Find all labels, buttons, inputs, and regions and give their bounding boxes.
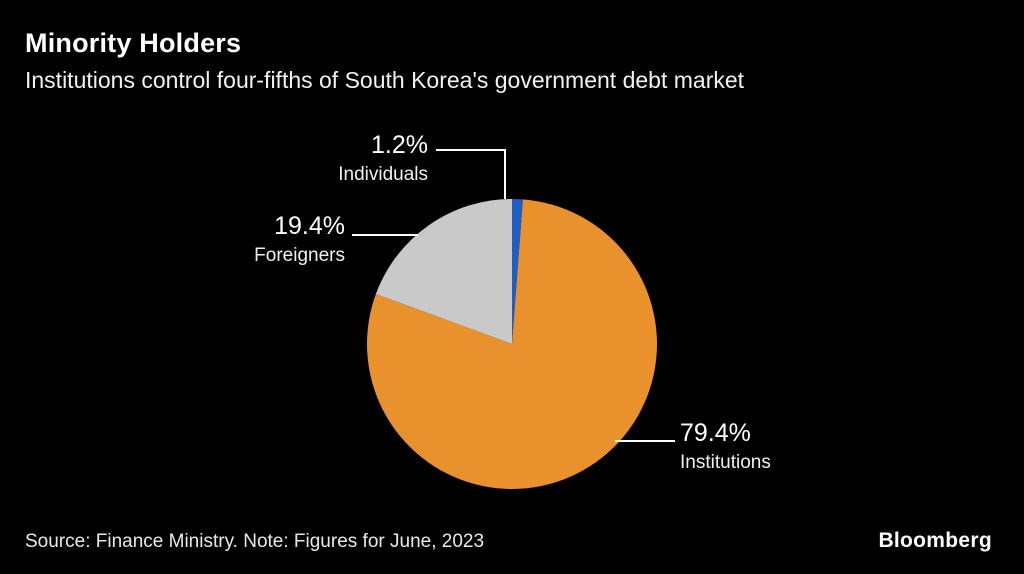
- slice-value-institutions: 79.4%: [680, 419, 751, 447]
- bloomberg-logo: Bloomberg: [878, 529, 992, 552]
- leader-line-individuals-horizontal: [436, 149, 506, 151]
- slice-label-foreigners: Foreigners: [254, 244, 345, 266]
- pie-slice-institutions: [366, 199, 657, 489]
- slice-label-institutions: Institutions: [680, 451, 771, 473]
- chart-header: Minority Holders Institutions control fo…: [25, 28, 744, 94]
- pie-slice-foreigners: [375, 199, 512, 344]
- chart-title: Minority Holders: [25, 28, 242, 58]
- pie-slice-individuals: [512, 198, 523, 344]
- annotation-individuals: 1.2% Individuals: [338, 131, 428, 186]
- chart-subtitle: Institutions control four-fifths of Sout…: [25, 67, 745, 93]
- annotation-institutions: 79.4% Institutions: [680, 419, 771, 474]
- slice-label-individuals: Individuals: [338, 163, 428, 185]
- source-note: Source: Finance Ministry. Note: Figures …: [25, 531, 485, 552]
- slice-value-foreigners: 19.4%: [274, 212, 345, 240]
- leader-line-foreigners: [352, 234, 418, 236]
- slice-value-individuals: 1.2%: [371, 131, 428, 159]
- leader-line-individuals-vertical: [504, 149, 506, 199]
- annotation-foreigners: 19.4% Foreigners: [254, 212, 345, 267]
- leader-line-institutions: [615, 440, 675, 442]
